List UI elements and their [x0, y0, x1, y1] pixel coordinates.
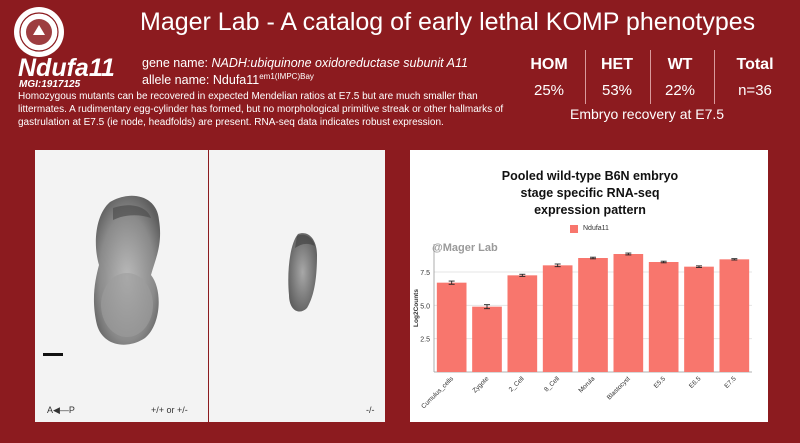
hom-percent: 25%: [533, 82, 565, 99]
x-tick-label: Cumulus_cells: [420, 375, 455, 410]
y-axis-label: Log2Counts: [413, 289, 420, 327]
bar: [684, 266, 714, 372]
anterior-posterior-label: A◀—P: [47, 405, 75, 415]
allele-name-label: allele name:: [142, 73, 210, 88]
scale-bar: [43, 353, 63, 356]
x-tick-label: 8_Cell: [543, 375, 561, 393]
recovery-caption: Embryo recovery at E7.5: [570, 106, 725, 122]
x-tick-label: E7.5: [723, 375, 738, 390]
gene-name-row: gene name: NADH:ubiquinone oxidoreductas…: [142, 56, 468, 70]
x-tick-label: Zygote: [471, 375, 490, 394]
column-divider: [714, 50, 715, 104]
mgi-id: MGI:1917125: [19, 79, 81, 90]
x-tick-label: Morula: [577, 375, 596, 394]
bar: [648, 262, 679, 372]
total-count: n=36: [738, 82, 772, 99]
bar: [472, 306, 502, 372]
page-title: Mager Lab - A catalog of early lethal KO…: [140, 8, 756, 36]
expression-bar-chart: 2.5 5.0 7.5 Log2Counts Cumulus_cells Zygote 2_…: [413, 244, 752, 410]
y-tick-label: 5.0: [420, 303, 430, 310]
wildtype-embryo: [93, 195, 161, 345]
chart-title-line: expression pattern: [534, 203, 646, 217]
mutant-embryo: [288, 233, 317, 312]
allele-name-row: allele name: Ndufa11em1(IMPC)Bay: [142, 72, 314, 87]
het-label: HET: [601, 56, 633, 73]
legend-swatch: [570, 225, 578, 233]
column-divider: [585, 50, 586, 104]
column-divider: [650, 50, 651, 104]
mutant-genotype-label: -/-: [366, 405, 375, 415]
gene-name-label: gene name:: [142, 56, 209, 70]
wt-label: WT: [667, 56, 693, 73]
bar: [613, 254, 644, 372]
het-percent: 53%: [601, 82, 633, 99]
gene-symbol: Ndufa11: [18, 54, 115, 82]
allele-superscript: em1(IMPC)Bay: [259, 72, 314, 81]
y-tick-label: 2.5: [420, 337, 430, 344]
gene-name-value: NADH:ubiquinone oxidoreductase subunit A…: [211, 56, 468, 70]
y-tick-label: 7.5: [420, 270, 430, 277]
bar: [436, 282, 467, 372]
chart-title-line: Pooled wild-type B6N embryo: [501, 169, 679, 183]
chart-title: Pooled wild-type B6N embryo stage specif…: [470, 168, 710, 219]
hom-label: HOM: [530, 56, 568, 73]
wt-percent: 22%: [664, 82, 696, 99]
x-tick-label: E6.5: [688, 375, 703, 390]
bar: [507, 275, 538, 372]
x-tick-label: Blastocyst: [606, 375, 632, 401]
x-tick-label: 2_Cell: [508, 375, 526, 393]
university-seal-logo: [14, 7, 64, 57]
embryo-images: [43, 195, 317, 356]
control-genotype-label: +/+ or +/-: [151, 405, 188, 415]
chart-watermark: @Mager Lab: [432, 242, 498, 254]
allele-name-value: Ndufa11: [212, 73, 260, 88]
bar: [719, 259, 750, 372]
x-tick-label: E5.5: [653, 375, 668, 390]
phenotype-description: Homozygous mutants can be recovered in e…: [18, 91, 504, 128]
bar: [542, 265, 573, 372]
legend-label: Ndufa11: [583, 225, 609, 232]
total-label: Total: [736, 56, 774, 73]
bar: [578, 258, 608, 372]
chart-title-line: stage specific RNA-seq: [520, 186, 660, 200]
image-divider: [208, 150, 209, 422]
embryo-image-panel: [35, 150, 385, 422]
